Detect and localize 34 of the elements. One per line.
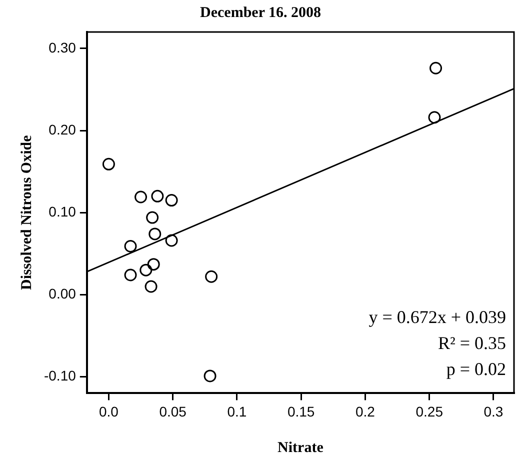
x-tick-label: 0.25 xyxy=(416,403,444,420)
point xyxy=(428,111,441,124)
point xyxy=(144,280,158,293)
point xyxy=(151,190,164,202)
y-tick-label: 0.20 xyxy=(48,121,76,138)
y-tick-label: 0.00 xyxy=(48,286,76,302)
y-tick-label: -0.10 xyxy=(44,368,76,384)
point xyxy=(102,158,115,170)
point xyxy=(148,228,162,240)
x-tick-label: 0.0 xyxy=(98,403,119,420)
x-tick-label: 0.15 xyxy=(287,403,315,420)
x-axis-title: Nitrate xyxy=(278,440,324,456)
point xyxy=(124,240,137,253)
annotation: R² = 0.35 xyxy=(438,333,506,354)
y-tick-label: 0.30 xyxy=(48,39,76,56)
x-tick-label: 0.2 xyxy=(355,403,376,420)
point xyxy=(430,62,442,74)
point xyxy=(165,234,178,247)
annotation: y = 0.672x + 0.039 xyxy=(368,307,506,328)
y-tick-label: 0.10 xyxy=(48,203,76,220)
point xyxy=(146,211,159,224)
point xyxy=(140,264,152,276)
x-tick-label: 0.1 xyxy=(227,403,247,420)
y-axis-title: Dissolved Nitrous Oxide xyxy=(18,134,35,290)
annotation: p = 0.02 xyxy=(446,359,506,380)
point xyxy=(147,258,160,271)
point xyxy=(165,194,178,207)
chart-title: December 16. 2008 xyxy=(200,4,321,21)
x-tick-label: 0.05 xyxy=(159,403,187,420)
point xyxy=(204,370,216,382)
point xyxy=(124,268,137,282)
point xyxy=(205,270,218,283)
point xyxy=(134,190,148,204)
x-tick-label: 0.3 xyxy=(484,403,504,420)
